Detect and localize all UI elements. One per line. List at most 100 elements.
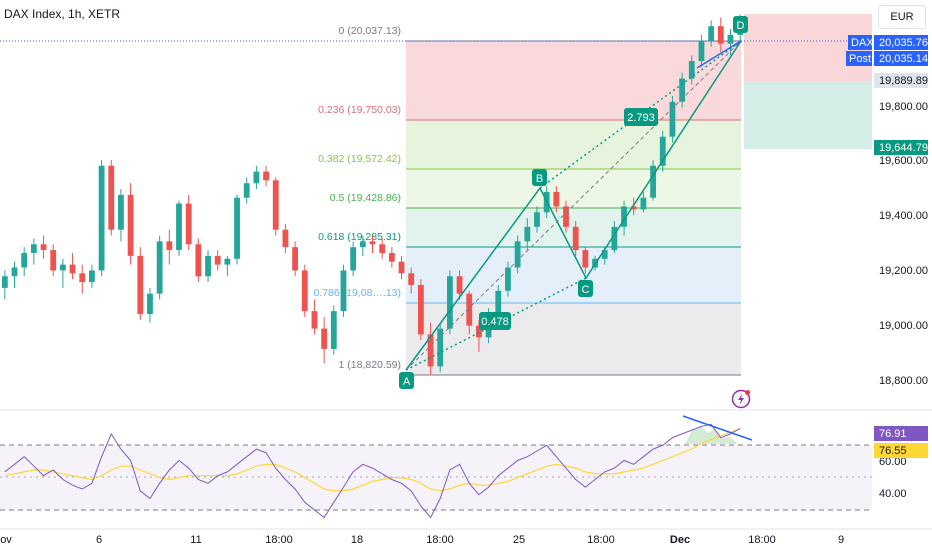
candle-body [89, 270, 95, 283]
rsi-tick-60: 60.00 [879, 456, 907, 468]
candle-body [534, 212, 540, 227]
dax-price-badge: DAX 20,035.76 [848, 35, 928, 50]
candle-body [727, 34, 734, 44]
rsi-pane[interactable] [0, 415, 872, 519]
fib-label-1: 1 (18,820.59) [339, 359, 401, 371]
price-tick-19600: 19,600.00 [879, 155, 928, 167]
candle-body [659, 136, 666, 166]
candle-body [466, 293, 473, 326]
candle-body [340, 270, 347, 312]
svg-text:D: D [737, 20, 745, 32]
candle-body [214, 255, 221, 265]
candle-body [698, 40, 705, 62]
candle-body [650, 165, 656, 198]
candle-body [427, 334, 434, 367]
candle-body [417, 284, 424, 335]
candle-body [688, 61, 695, 79]
candle-body [137, 255, 144, 315]
point-label-c[interactable]: C [578, 280, 593, 297]
rsi-value-badge: 76.91 [874, 426, 928, 441]
candle-body [398, 261, 405, 274]
candle-body [379, 244, 386, 253]
time-tick-18: 18 [351, 534, 363, 546]
rsi-divergence-line [682, 415, 753, 441]
fib-label-0786: 0.786 (19,08….13) [313, 287, 401, 299]
svg-text:76.55: 76.55 [879, 445, 907, 457]
pattern-leg-lines [405, 40, 742, 371]
candle-body [272, 180, 279, 230]
candle-body [166, 241, 173, 251]
candle-body [176, 203, 182, 251]
candle-body [553, 191, 560, 207]
currency-button[interactable]: EUR [878, 5, 926, 29]
point-label-b[interactable]: B [532, 169, 547, 186]
fib-zone-0382-05 [406, 169, 741, 208]
candle-body [330, 311, 337, 349]
svg-text:C: C [582, 284, 590, 296]
candle-body [263, 171, 269, 181]
candle-body [495, 290, 502, 315]
candle-body [195, 244, 202, 277]
candle-body [524, 226, 531, 242]
svg-text:76.91: 76.91 [879, 428, 907, 440]
fib-zone-0-0236 [406, 41, 741, 120]
price-axis[interactable]: 19,800.00 19,600.00 19,400.00 19,200.00 … [846, 0, 932, 410]
candle-body [234, 197, 240, 259]
time-tick-25: 25 [513, 534, 525, 546]
candle-body [50, 250, 57, 271]
rsi-axis[interactable]: 60.00 40.00 76.91 76.55 [872, 411, 932, 529]
candle-body [408, 273, 415, 285]
time-tick-9: 9 [838, 534, 844, 546]
candle-body [301, 270, 308, 312]
svg-text:DAX: DAX [851, 37, 874, 49]
candle-body [311, 311, 318, 329]
candle-body [11, 267, 18, 277]
time-axis[interactable]: ov 6 11 18:00 18 18:00 25 18:00 Dec 18:0… [0, 528, 932, 546]
candle-body [185, 203, 192, 245]
candle-body [1, 276, 8, 288]
lightning-alert-icon[interactable] [731, 389, 751, 409]
candle-body [40, 244, 47, 251]
pattern-top-blue-line [696, 40, 742, 69]
candle-body [69, 264, 76, 274]
candle-body [253, 171, 260, 184]
candle-body [98, 165, 105, 271]
svg-text:2.793: 2.793 [627, 112, 655, 124]
ratio-label-0478[interactable]: 0.478 [479, 312, 511, 330]
ratio-label-2793[interactable]: 2.793 [624, 108, 658, 126]
candle-body [205, 255, 211, 277]
post-price-badge: Post 20,035.14 [846, 51, 928, 66]
svg-text:Post: Post [849, 53, 871, 65]
candle-body [30, 244, 37, 253]
position-stop-zone [744, 81, 872, 149]
fib-label-0236: 0.236 (19,750.03) [318, 104, 401, 116]
svg-text:19,644.79: 19,644.79 [879, 142, 928, 154]
svg-text:20,035.14: 20,035.14 [879, 53, 928, 65]
candle-body [572, 226, 579, 251]
candle-body [708, 26, 715, 41]
long-position-tool[interactable] [744, 14, 872, 149]
svg-text:20,035.76: 20,035.76 [879, 37, 928, 49]
time-tick-6: 6 [96, 534, 102, 546]
rsi-overbought-fill [685, 426, 738, 444]
candle-body [437, 328, 444, 367]
candle-body [505, 267, 511, 291]
candle-body [292, 247, 298, 271]
candle-body [388, 252, 395, 262]
symbol-title[interactable]: DAX Index, 1h, XETR [4, 7, 121, 21]
price-tick-19200: 19,200.00 [879, 265, 928, 277]
point-label-d[interactable]: D [733, 16, 748, 33]
candle-body [108, 165, 115, 230]
svg-text:19,889.89: 19,889.89 [879, 75, 928, 87]
rsi-tick-40: 40.00 [879, 488, 907, 500]
candle-body [79, 273, 86, 283]
point-label-a[interactable]: A [399, 372, 414, 389]
svg-text:A: A [403, 376, 411, 388]
fibonacci-retracement[interactable] [406, 40, 741, 376]
fib-zone-0786-1 [406, 303, 741, 375]
candle-body [156, 241, 163, 294]
candles-group [1, 14, 744, 376]
candle-body [127, 194, 134, 256]
pattern-ad-dashed [405, 40, 742, 371]
